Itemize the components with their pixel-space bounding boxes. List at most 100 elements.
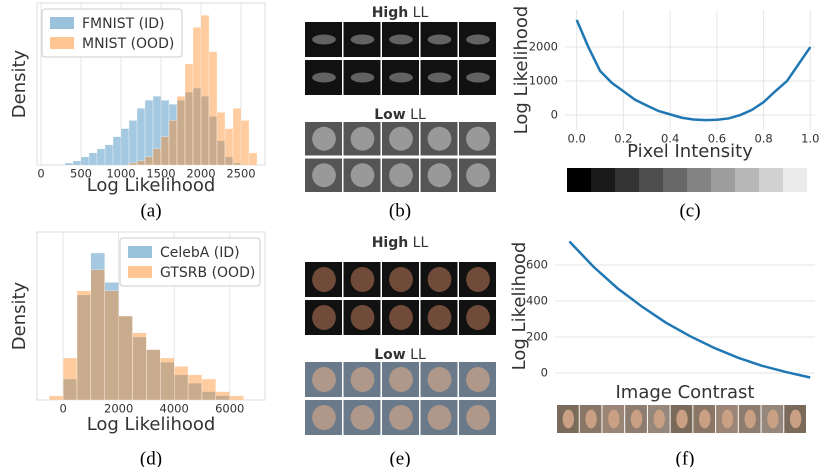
strip-cell xyxy=(783,168,807,192)
thumbnail-content xyxy=(389,367,413,392)
strip-face xyxy=(744,409,756,429)
thumbnail-content xyxy=(466,126,490,151)
histogram-bar xyxy=(240,120,250,166)
thumbnail-content xyxy=(312,72,336,83)
histogram-bar xyxy=(216,112,226,166)
histogram-bar xyxy=(76,290,92,401)
plot-area xyxy=(555,232,815,380)
strip-cell xyxy=(615,168,639,192)
thumbnail-content xyxy=(350,267,375,292)
x-tick-label: 0.8 xyxy=(754,132,772,146)
histogram-bar xyxy=(152,148,162,166)
grid-title: High LL xyxy=(372,5,429,21)
strip-face xyxy=(789,409,802,429)
strip-face xyxy=(767,409,779,429)
x-tick-label: 0 xyxy=(37,167,44,181)
thumbnail-content xyxy=(350,126,375,151)
grid-title: High LL xyxy=(372,235,429,251)
x-tick-label: 2500 xyxy=(226,167,255,181)
histogram-bar xyxy=(72,160,82,166)
histogram-bar xyxy=(200,14,210,166)
histogram-bar xyxy=(229,395,244,401)
strip-cell xyxy=(735,168,759,192)
x-tick-label: 1.0 xyxy=(801,132,819,146)
x-tick-label: 0 xyxy=(59,402,66,416)
histogram-bar xyxy=(132,332,147,401)
strip-face xyxy=(676,409,688,429)
y-tick-label: 600 xyxy=(526,257,548,271)
strip-cell xyxy=(711,168,735,192)
thumbnail-content xyxy=(312,367,336,392)
histogram-bar xyxy=(224,128,234,166)
thumbnail-content xyxy=(389,126,413,151)
y-axis-label: Log Likelihood xyxy=(509,242,530,371)
histogram-bar xyxy=(160,357,175,401)
grid-title-bold: High xyxy=(372,5,409,21)
y-tick-label: 0 xyxy=(551,108,558,122)
y-tick-label: 0 xyxy=(541,365,548,379)
thumbnail-content xyxy=(427,126,452,151)
legend-swatch xyxy=(128,266,152,278)
strip-face xyxy=(585,409,597,429)
plot-area xyxy=(565,10,815,130)
x-tick-label: 0.6 xyxy=(708,132,726,146)
x-axis-label: Log Likelihood xyxy=(87,175,216,196)
grid-title-text: LL xyxy=(410,107,426,123)
strip-face xyxy=(562,409,575,429)
legend-label: CelebA (ID) xyxy=(160,245,240,261)
legend-swatch xyxy=(50,17,74,29)
thumbnail-content xyxy=(312,34,336,45)
caption: (c) xyxy=(679,200,700,221)
strip-cell xyxy=(759,168,783,192)
y-tick-label: 1000 xyxy=(529,74,558,88)
thumbnail-content xyxy=(466,34,490,45)
histogram-bar xyxy=(168,120,178,166)
x-tick-label: 1500 xyxy=(146,167,175,181)
grid-title-text: LL xyxy=(410,347,426,363)
thumbnail-content xyxy=(350,367,375,392)
histogram-bar xyxy=(104,144,114,166)
histogram-bar xyxy=(232,108,242,166)
thumbnail-content xyxy=(466,305,490,330)
x-tick-label: 4000 xyxy=(160,402,189,416)
histogram-bar xyxy=(136,108,146,166)
thumbnail-content xyxy=(389,405,413,430)
thumbnail-content xyxy=(427,163,452,188)
strip-cell xyxy=(591,168,615,192)
x-tick-label: 0.0 xyxy=(568,132,586,146)
thumbnail-content xyxy=(466,405,490,430)
thumbnail-content xyxy=(350,34,375,45)
y-tick-label: 400 xyxy=(526,293,548,307)
thumbnail-content xyxy=(350,163,375,188)
histogram-bar xyxy=(128,162,138,166)
thumbnail-content xyxy=(427,305,452,330)
x-tick-label: 1000 xyxy=(106,167,135,181)
histogram-bar xyxy=(176,96,186,166)
strip-cell xyxy=(663,168,687,192)
grid-title-text: LL xyxy=(413,5,429,21)
thumbnail-content xyxy=(350,405,375,430)
histogram-bar xyxy=(184,63,194,166)
thumbnail-content xyxy=(389,163,413,188)
x-axis-label: Image Contrast xyxy=(615,382,754,403)
thumbnail-content xyxy=(466,163,490,188)
thumbnail-content xyxy=(466,267,490,292)
legend-label: FMNIST (ID) xyxy=(82,16,164,32)
histogram-bar xyxy=(118,315,133,401)
histogram-bar xyxy=(146,349,161,401)
legend-label: GTSRB (OOD) xyxy=(160,265,255,281)
histogram-bar xyxy=(248,152,258,166)
thumbnail-content xyxy=(312,305,336,330)
line xyxy=(568,240,811,379)
histogram-bar xyxy=(49,395,64,401)
legend-swatch xyxy=(50,37,74,49)
x-tick-label: 6000 xyxy=(215,402,244,416)
histogram-bar xyxy=(144,100,154,166)
histogram-bar xyxy=(104,290,119,401)
histogram-bar xyxy=(88,152,98,166)
strip-cell xyxy=(639,168,663,192)
thumbnail-content xyxy=(427,267,452,292)
strip-face xyxy=(699,409,711,429)
histogram-bar xyxy=(144,156,154,166)
caption: (a) xyxy=(140,200,161,221)
